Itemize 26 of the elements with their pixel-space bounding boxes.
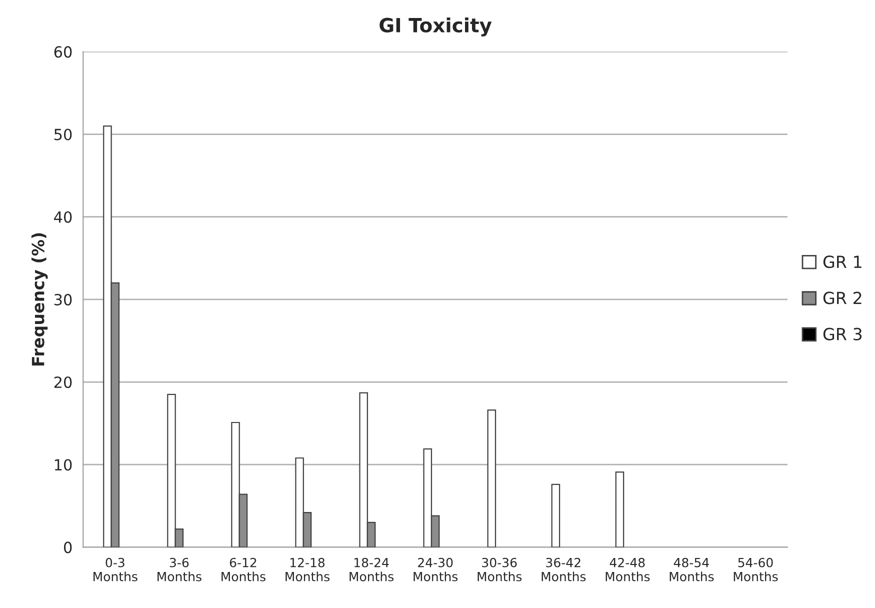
x-tick-label: 36-42 Months	[542, 558, 586, 582]
x-tick-label: 6-12 Months	[222, 558, 266, 582]
x-tick-label: 12-18 Months	[286, 558, 330, 582]
bar	[487, 410, 496, 548]
y-tick-label: 60	[54, 46, 72, 58]
y-tick-label: 20	[54, 376, 72, 388]
y-tick-label: 50	[54, 128, 72, 140]
y-axis-title: Frequency (%)	[31, 233, 48, 366]
y-tick-label: 30	[54, 294, 72, 306]
x-tick-label: 3-6 Months	[158, 558, 202, 582]
x-tick-label: 18-24 Months	[350, 558, 394, 582]
y-tick-label: 10	[54, 459, 72, 471]
legend-label: GR 3	[823, 328, 862, 340]
chart-title: GI Toxicity	[380, 17, 492, 36]
bar	[551, 484, 560, 548]
x-tick-label: 30-36 Months	[478, 558, 522, 582]
legend-label: GR 1	[823, 256, 862, 268]
x-tick-label: 54-60 Months	[734, 558, 778, 582]
legend-label: GR 2	[823, 292, 862, 304]
bar	[615, 471, 624, 548]
x-tick-label: 0-3 Months	[94, 558, 138, 582]
x-tick-label: 24-30 Months	[414, 558, 458, 582]
y-tick-label: 0	[64, 542, 72, 554]
x-tick-label: 48-54 Months	[670, 558, 714, 582]
x-tick-label: 42-48 Months	[606, 558, 650, 582]
y-tick-label: 40	[54, 211, 72, 223]
